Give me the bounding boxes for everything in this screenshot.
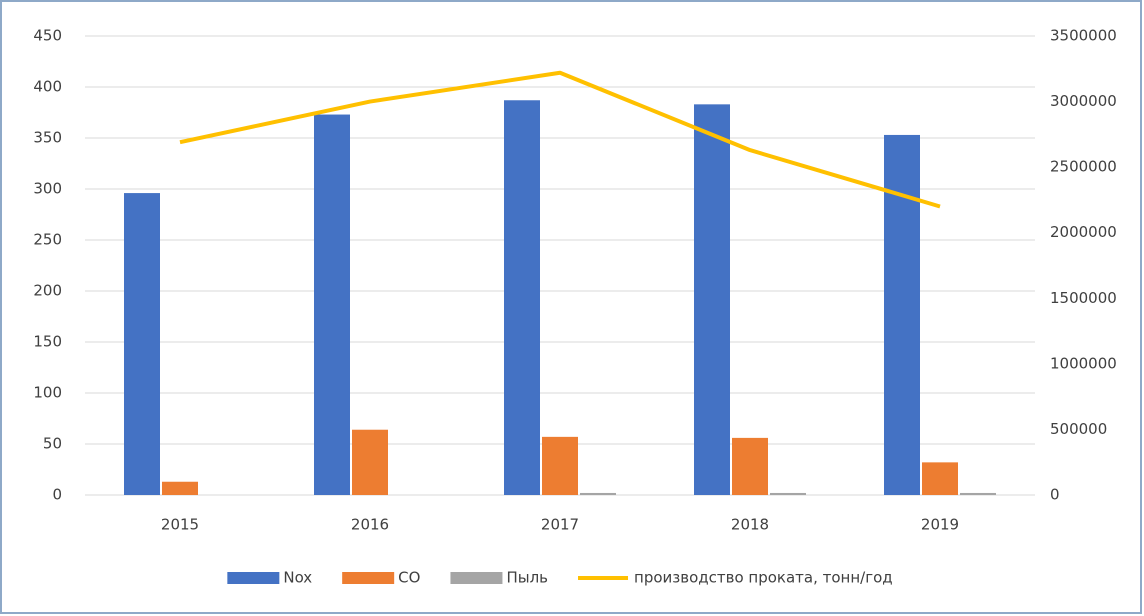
legend-label: Пыль (506, 569, 548, 587)
y2-tick-label: 0 (1050, 486, 1060, 504)
y-tick-label: 250 (33, 231, 62, 249)
x-tick-label: 2018 (731, 516, 769, 534)
bar (162, 481, 198, 495)
legend-swatch (227, 572, 280, 584)
legend-label: производство проката, тонн/год (634, 569, 893, 587)
y2-tick-label: 500000 (1050, 420, 1107, 438)
legend-label: Nox (283, 569, 312, 587)
legend-item: Nox (227, 569, 312, 587)
legend-swatch (450, 572, 503, 584)
bar (352, 429, 388, 495)
bar (922, 462, 958, 495)
y2-tick-label: 3000000 (1050, 92, 1117, 110)
y-tick-label: 50 (43, 435, 62, 453)
bar (770, 492, 806, 495)
bar (694, 104, 730, 495)
y2-tick-label: 1000000 (1050, 354, 1117, 372)
y2-tick-label: 1500000 (1050, 289, 1117, 307)
y2-tick-label: 2500000 (1050, 158, 1117, 176)
legend-label: CO (398, 569, 420, 587)
legend-item: CO (342, 569, 420, 587)
y2-tick-label: 2000000 (1050, 223, 1117, 241)
bar (504, 100, 540, 495)
bar (580, 492, 616, 495)
line (179, 70, 941, 209)
y-tick-label: 0 (52, 486, 62, 504)
y-tick-label: 350 (33, 129, 62, 147)
y-tick-label: 200 (33, 282, 62, 300)
bar (542, 436, 578, 495)
y-tick-label: 300 (33, 180, 62, 198)
x-tick-label: 2015 (161, 516, 199, 534)
x-tick-label: 2019 (921, 516, 959, 534)
legend-item: Пыль (450, 569, 548, 587)
x-tick-label: 2017 (541, 516, 579, 534)
y-tick-label: 100 (33, 384, 62, 402)
bar (732, 437, 768, 495)
bar (124, 193, 160, 495)
legend-item: производство проката, тонн/год (578, 569, 893, 587)
y2-tick-label: 3500000 (1050, 27, 1117, 45)
bar (960, 492, 996, 495)
y-tick-label: 150 (33, 333, 62, 351)
bar (314, 114, 350, 495)
y-tick-label: 450 (33, 27, 62, 45)
x-tick-label: 2016 (351, 516, 389, 534)
legend-swatch (342, 572, 395, 584)
y-tick-label: 400 (33, 78, 62, 96)
bar (884, 134, 920, 495)
